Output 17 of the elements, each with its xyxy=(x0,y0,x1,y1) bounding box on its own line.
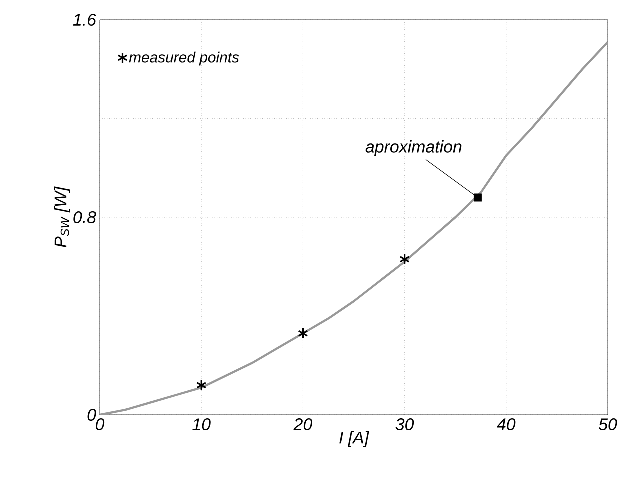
point xyxy=(298,328,308,340)
y-axis-title: P$_{SW}$ [W] xyxy=(54,186,70,248)
y-tick-label: 0 xyxy=(88,409,96,421)
x-tick-label: 50 xyxy=(598,418,618,431)
y-tick-label: 1.6 xyxy=(73,14,96,26)
x-tick-label: 0 xyxy=(96,418,105,431)
x-tick-label: 10 xyxy=(192,418,211,431)
x-tick-label: 30 xyxy=(396,418,414,431)
x-tick-label: 20 xyxy=(294,418,312,431)
x-tick-label: 40 xyxy=(497,418,516,431)
y-tick-label: 0.8 xyxy=(74,212,96,224)
point xyxy=(400,254,410,266)
point xyxy=(196,380,207,392)
line-series xyxy=(100,41,608,415)
legend-label: measured points xyxy=(129,52,240,66)
annotation: aproximation xyxy=(366,140,462,156)
x-axis-title: I [A] xyxy=(340,431,370,448)
